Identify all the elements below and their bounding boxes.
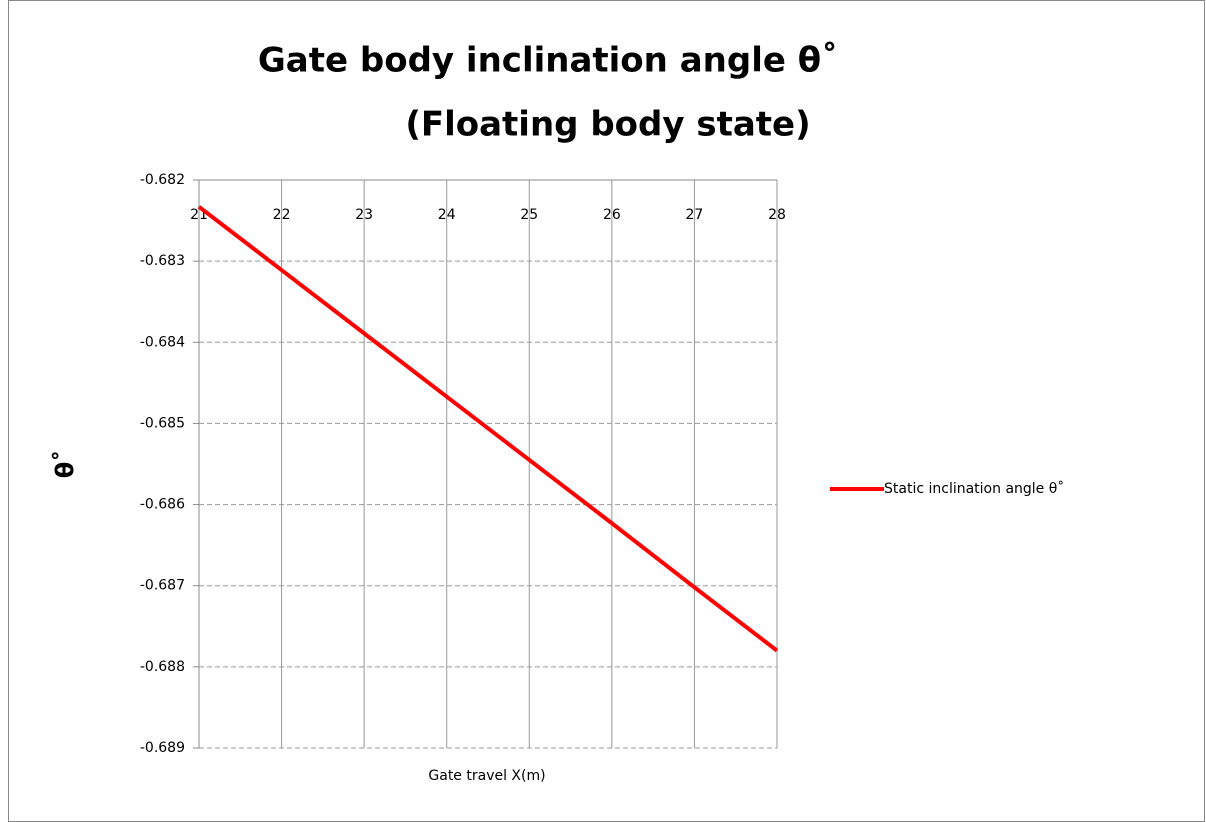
chart-subtitle: (Floating body state) — [405, 105, 810, 145]
x-axis-label: Gate travel X(m) — [428, 768, 545, 784]
x-tick-label: 27 — [686, 207, 704, 223]
y-tick-label: -0.689 — [140, 740, 185, 756]
y-tick-label: -0.683 — [140, 253, 185, 269]
x-tick-label: 22 — [273, 207, 291, 223]
plot-area — [199, 180, 777, 748]
data-line — [197, 205, 779, 653]
y-tick-label: -0.686 — [140, 497, 185, 513]
x-tick-label: 25 — [520, 207, 538, 223]
y-tick-label: -0.685 — [140, 415, 185, 431]
y-axis-label: θ˚ — [51, 450, 79, 479]
y-tick-label: -0.684 — [140, 334, 185, 350]
x-tick-label: 26 — [603, 207, 621, 223]
x-tick-label: 23 — [355, 207, 373, 223]
x-tick-label: 28 — [768, 207, 786, 223]
x-tick-label: 24 — [438, 207, 456, 223]
chart-title: Gate body inclination angle θ˚ — [258, 41, 838, 81]
y-tick-label: -0.682 — [140, 172, 185, 188]
y-tick-label: -0.688 — [140, 659, 185, 675]
legend-label: Static inclination angle θ˚ — [884, 480, 1064, 497]
y-tick-label: -0.687 — [140, 578, 185, 594]
